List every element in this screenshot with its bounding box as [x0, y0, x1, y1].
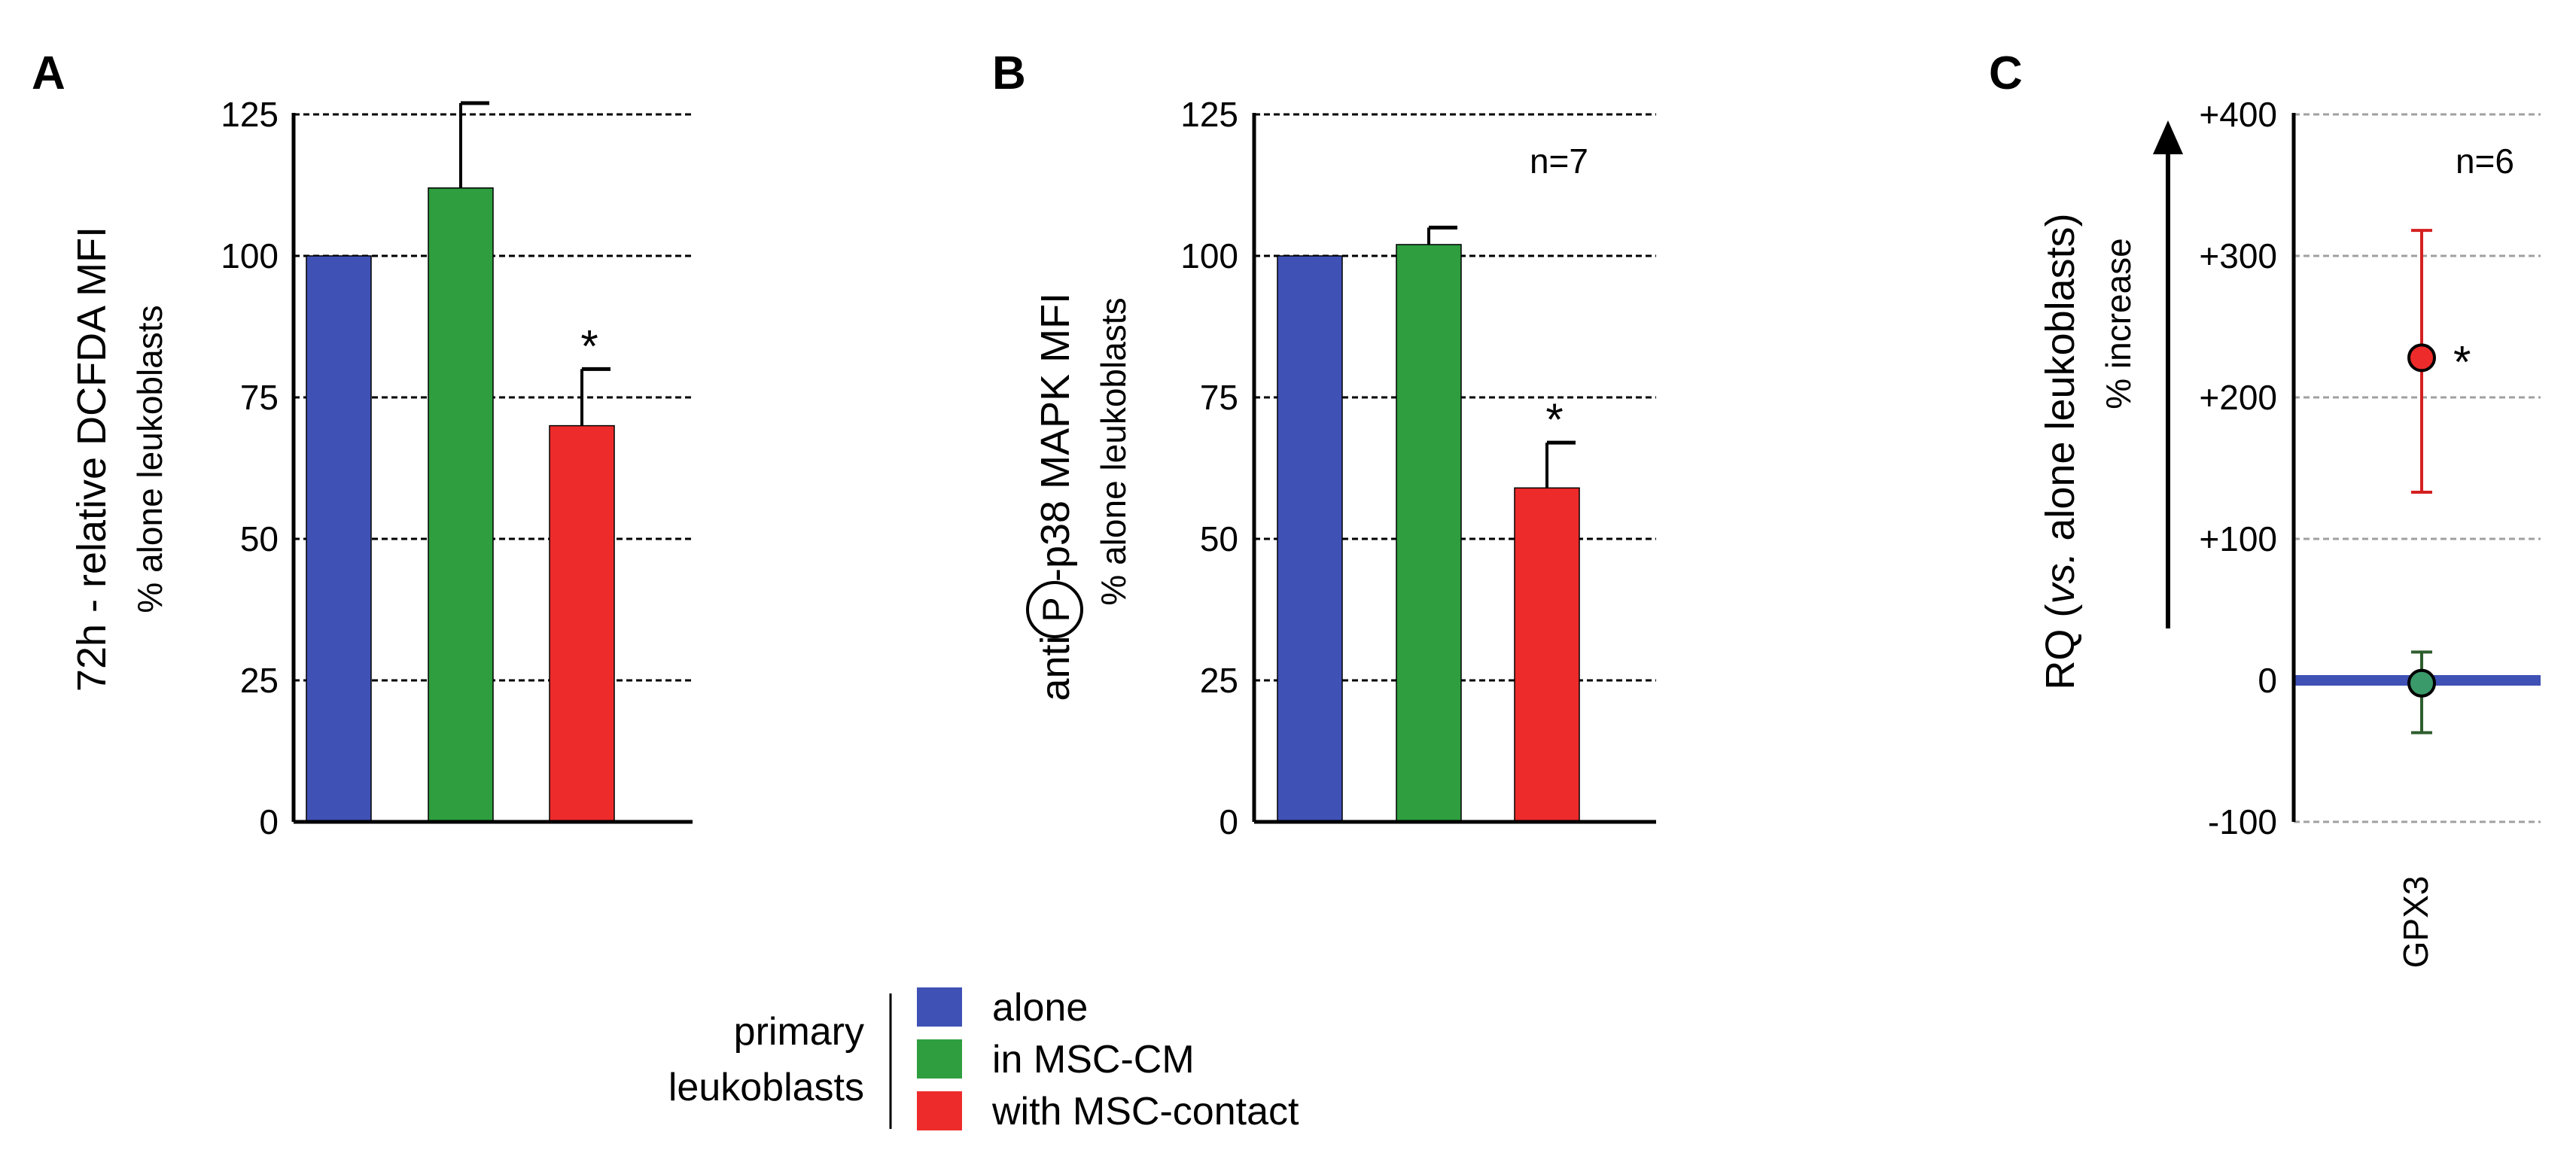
ytick-label: 100: [221, 236, 279, 275]
panel-c-ylabel-sub: % increase: [2099, 238, 2138, 409]
legend-label-0: alone: [992, 986, 1088, 1030]
panel-c-ylabel-italic: vs.: [2038, 552, 2083, 604]
legend-title-line2: leukoblasts: [668, 1066, 864, 1109]
ytick-label: +300: [2199, 236, 2277, 275]
legend-entries: alone in MSC-CM with MSC-contact: [917, 986, 1299, 1133]
legend-swatch-1: [917, 1039, 962, 1079]
ytick-label: 100: [1180, 236, 1238, 275]
data-point-0: [2407, 343, 2436, 373]
panel-c-ylabel: RQ (vs. alone leukoblasts): [2038, 213, 2083, 689]
legend-label-2: with MSC-contact: [991, 1090, 1299, 1133]
ytick-label: +400: [2199, 95, 2277, 134]
ytick-label: 0: [1219, 802, 1238, 841]
ytick-label: 75: [1200, 378, 1238, 417]
ytick-label: 25: [1200, 661, 1238, 700]
panel-c-ylabel-post: alone leukoblasts): [2038, 213, 2083, 552]
panel-a-ylabel-sub: % alone leukoblasts: [130, 305, 169, 613]
ytick-label: +100: [2199, 519, 2277, 558]
panel-c-plot: *: [2294, 229, 2541, 735]
panel-c-xtick-label: GPX3: [2396, 876, 2435, 969]
panel-c-ytick-labels: -100 0 +100 +200 +300 +400: [2199, 95, 2277, 841]
legend-label-1: in MSC-CM: [992, 1038, 1195, 1082]
panel-b-ylabel-sub: % alone leukoblasts: [1094, 297, 1133, 605]
bar-0: [306, 255, 372, 823]
panel-b-ylabel-prefix: anti: [1033, 635, 1078, 701]
legend-swatch-2: [917, 1091, 962, 1130]
panel-a-ylabel: 72h - relative DCFDA MFI: [69, 227, 114, 692]
ytick-label: 25: [240, 661, 279, 700]
phospho-circle-icon: [1026, 581, 1083, 638]
bar-1: [428, 187, 494, 823]
ytick-label: 0: [259, 802, 279, 841]
ytick-label: 125: [1180, 95, 1238, 134]
panel-label-a: A: [32, 47, 65, 99]
ytick-label: +200: [2199, 378, 2277, 417]
ytick-label: 125: [221, 95, 279, 134]
significance-marker: *: [580, 321, 598, 371]
panel-b-n-label: n=7: [1530, 141, 1588, 181]
panel-c: C -100 0 +100 +200 +300 +400 * n=6 GPX3 RQ (v…: [1989, 47, 2541, 968]
panel-b-ylabel: anti P -p38 MAPK MFI: [1026, 293, 1083, 701]
panel-c-n-label: n=6: [2456, 141, 2514, 181]
panel-a: A 0 25 50 75 100 125 * 72h - relative DCFDA M…: [32, 47, 693, 841]
legend-swatch-0: [917, 987, 962, 1027]
legend: primary leukoblasts alone in MSC-CM with M…: [668, 986, 1299, 1133]
panel-c-ylabel-pre: RQ (: [2038, 604, 2083, 690]
panel-a-axes: [291, 113, 693, 824]
data-point-1: [2407, 668, 2436, 698]
panel-label-c: C: [1989, 47, 2023, 99]
ytick-label: 0: [2258, 661, 2277, 700]
panel-b: B 0 25 50 75 100 125 * n=7 anti P -p38 MAPK M…: [992, 47, 1656, 841]
panel-b-ylabel-suffix: -p38 MAPK MFI: [1033, 293, 1078, 582]
significance-marker: *: [1545, 394, 1563, 445]
bar-1: [1396, 244, 1462, 823]
ytick-label: 50: [240, 519, 279, 558]
bar-0: [1277, 255, 1343, 823]
panel-b-axes: [1252, 113, 1656, 824]
panel-a-bars: *: [306, 101, 615, 823]
panel-a-ytick-labels: 0 25 50 75 100 125: [221, 95, 279, 841]
ytick-label: -100: [2208, 802, 2277, 841]
bar-2: [549, 424, 615, 823]
increase-arrow-icon: [2153, 120, 2183, 628]
bar-2: [1514, 487, 1580, 823]
panel-b-ytick-labels: 0 25 50 75 100 125: [1180, 95, 1238, 841]
ytick-label: 50: [1200, 519, 1238, 558]
ytick-label: 75: [240, 378, 279, 417]
panel-b-ylabel-circled: P: [1035, 597, 1077, 622]
panel-label-b: B: [992, 47, 1026, 99]
significance-marker: *: [2453, 336, 2471, 387]
panel-b-bars: *: [1277, 225, 1580, 823]
panel-c-gridlines: [2294, 113, 2541, 823]
legend-title-line1: primary: [734, 1010, 864, 1054]
